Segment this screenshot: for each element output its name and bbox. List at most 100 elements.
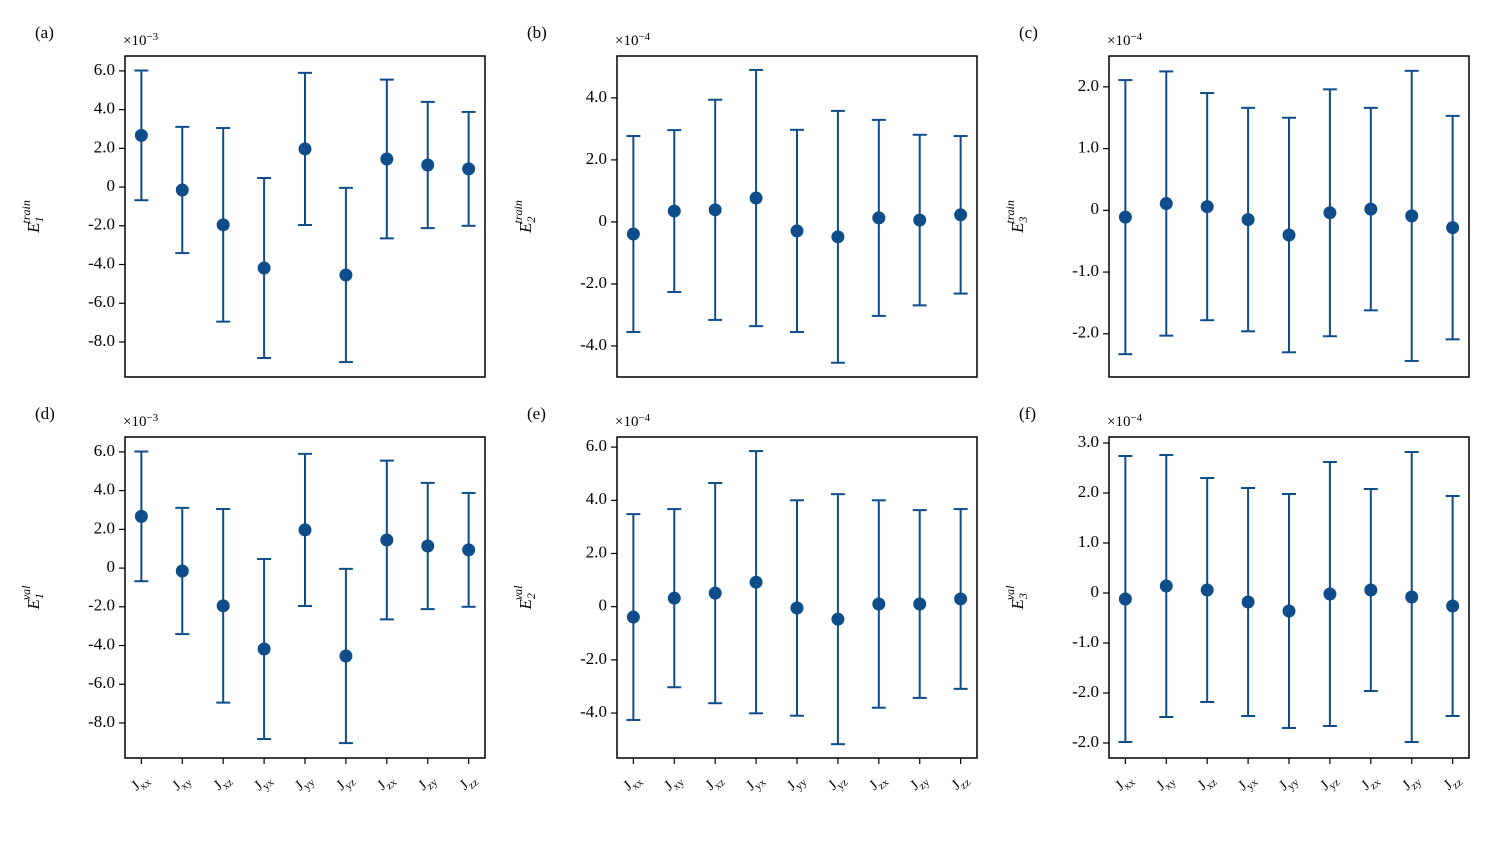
panel: (f) ×10−4 E3val Jxx Jxy Jxz Jyx Jyy Jyz Jzx Jzy Jzz…	[1003, 404, 1470, 796]
y-tick-label: 0	[107, 176, 116, 195]
point	[175, 183, 189, 197]
y-tick-label: 1.0	[1078, 532, 1099, 551]
x-tick-label: Jzx	[867, 771, 891, 796]
point	[1405, 209, 1419, 223]
point	[1323, 206, 1337, 220]
x-tick-label: Jxy	[662, 771, 687, 796]
point	[421, 158, 435, 172]
point	[667, 591, 681, 605]
y-label-sup: val	[1003, 585, 1017, 600]
y-tick-label: 4.0	[586, 87, 607, 106]
x-tick-label: Jxz	[703, 771, 727, 795]
y-tick-label: -4.0	[88, 253, 115, 272]
y-tick-label: -2.0	[1072, 682, 1099, 701]
axes-frame	[124, 55, 486, 378]
point	[954, 592, 968, 606]
x-tick-label: Jyx	[1236, 771, 1261, 796]
point	[134, 128, 148, 142]
offset-exp: −3	[146, 31, 158, 43]
point	[954, 208, 968, 222]
y-tick-label: 1.0	[1078, 138, 1099, 157]
point	[1446, 221, 1460, 235]
panel-label: (f)	[1019, 404, 1036, 423]
point	[216, 599, 230, 613]
y-label-base: E	[1008, 222, 1027, 234]
x-tick-label: Jzy	[416, 771, 440, 796]
offset-text: ×10−4	[615, 412, 651, 431]
y-tick-label: 0	[1091, 582, 1100, 601]
x-tick-label: Jyz	[826, 771, 850, 795]
offset-exp: −3	[146, 412, 158, 424]
offset-base: ×10	[123, 414, 146, 430]
offset-text: ×10−4	[1107, 31, 1143, 50]
point	[831, 612, 845, 626]
point	[913, 597, 927, 611]
point	[790, 601, 804, 615]
y-label-base: E	[516, 222, 535, 234]
x-tick-label: Jxx	[621, 771, 646, 796]
y-label-base: E	[1008, 599, 1027, 611]
panel: (c) ×10−4 E3train 2.0 1.0 0 -1.0 -2.0	[1003, 23, 1470, 378]
point	[872, 597, 886, 611]
x-tick-label: Jzx	[375, 771, 399, 796]
point	[1405, 590, 1419, 604]
point	[1241, 595, 1255, 609]
y-label-sup: train	[511, 200, 525, 223]
offset-text: ×10−3	[123, 412, 159, 431]
y-label-sub: 3	[1016, 216, 1030, 223]
point	[175, 564, 189, 578]
y-label-sub: 1	[32, 593, 46, 599]
panel-label: (a)	[35, 23, 54, 42]
x-tick-label: Jyy	[785, 771, 810, 796]
axes-frame	[1108, 55, 1470, 378]
x-tick-label: Jyz	[1318, 771, 1342, 795]
point	[1118, 592, 1132, 606]
y-tick-label: 6.0	[94, 441, 115, 460]
x-tick-label: Jxy	[1154, 771, 1179, 796]
point	[257, 261, 271, 275]
y-label-base: E	[516, 599, 535, 611]
y-label-sup: train	[19, 200, 33, 223]
point	[913, 213, 927, 227]
point	[1364, 583, 1378, 597]
y-tick-label: -4.0	[88, 634, 115, 653]
y-tick-label: -8.0	[88, 712, 115, 731]
y-tick-label: 2.0	[586, 542, 607, 561]
x-tick-label: Jzy	[908, 771, 932, 796]
y-tick-label: -4.0	[580, 335, 607, 354]
y-label-sup: val	[511, 585, 525, 600]
y-tick-label: 0	[599, 596, 608, 615]
y-axis-label: E2train	[511, 200, 538, 234]
point	[1159, 579, 1173, 593]
panel: (d) ×10−3 E1val Jxx Jxy Jxz Jyx Jyy Jyz Jzx Jzy Jzz…	[19, 404, 486, 796]
point	[708, 586, 722, 600]
point	[831, 230, 845, 244]
y-tick-label: 4.0	[94, 480, 115, 499]
axes-frame	[124, 436, 486, 759]
y-tick-label: 2.0	[1078, 76, 1099, 95]
panel: (a) ×10−3 E1train 6.0 4.0 2.0 0 -2.0 -4.0 -6.0 -8.…	[19, 23, 486, 378]
y-tick-label: -2.0	[580, 273, 607, 292]
axes-frame	[616, 436, 978, 759]
point	[380, 152, 394, 166]
x-tick-label: Jzz	[949, 771, 973, 795]
y-tick-label: 4.0	[586, 489, 607, 508]
y-tick-label: -4.0	[580, 702, 607, 721]
x-tick-label: Jyy	[293, 771, 318, 796]
y-tick-label: 0	[107, 557, 116, 576]
point	[1323, 587, 1337, 601]
x-tick-label: Jyy	[1277, 771, 1302, 796]
panel-label: (e)	[527, 404, 546, 423]
x-tick-label: Jzx	[1359, 771, 1383, 796]
y-tick-label: -2.0	[88, 215, 115, 234]
offset-base: ×10	[123, 33, 146, 49]
x-tick-label: Jzy	[1400, 771, 1424, 796]
y-tick-label: -1.0	[1072, 632, 1099, 651]
y-axis-label: E3val	[1003, 585, 1030, 611]
y-label-sup: val	[19, 585, 33, 600]
y-tick-label: -2.0	[1072, 732, 1099, 751]
point	[626, 610, 640, 624]
y-tick-label: 0	[1091, 199, 1100, 218]
y-tick-label: 2.0	[94, 137, 115, 156]
y-tick-label: 6.0	[94, 60, 115, 79]
